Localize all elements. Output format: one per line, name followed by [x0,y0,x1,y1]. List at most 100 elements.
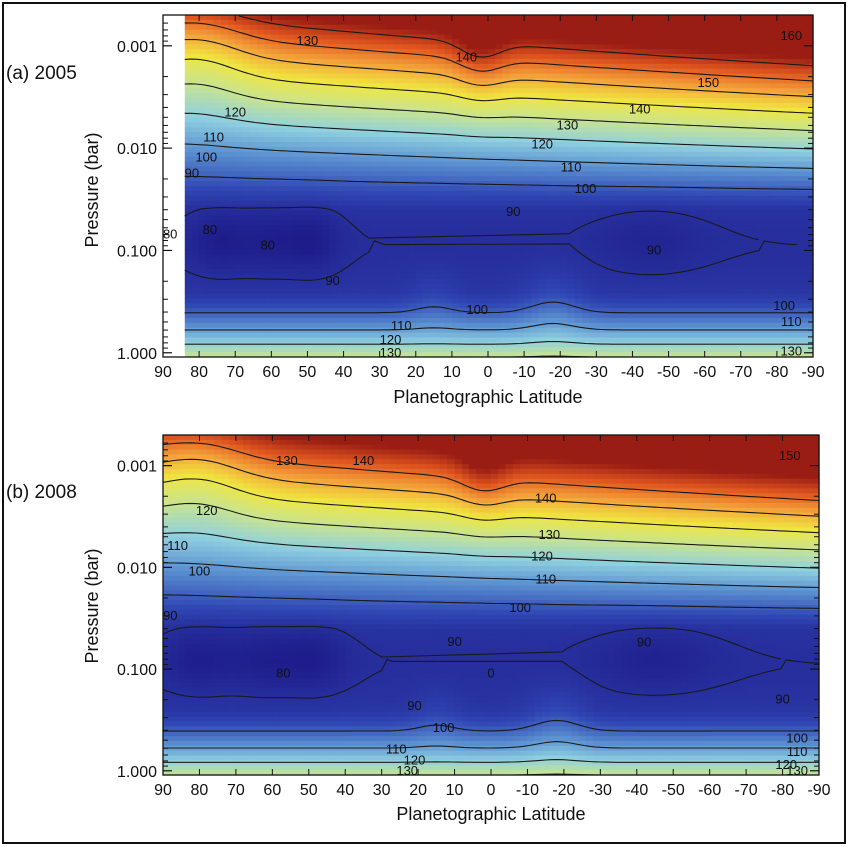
heatmap-cell [228,166,236,172]
heatmap-cell [430,269,439,275]
heatmap-cell [668,156,677,163]
heatmap-cell [235,107,244,114]
heatmap-cell [733,112,742,119]
heatmap-cell [675,259,684,265]
heatmap-cell [256,93,265,99]
heatmap-cell [329,58,337,65]
heatmap-cell [776,142,785,148]
heatmap-cell [488,88,496,94]
heatmap-cell [314,156,323,163]
heatmap-cell [473,49,482,55]
heatmap-cell [805,186,814,192]
heatmap-cell [423,39,431,45]
heatmap-cell [639,244,648,251]
heatmap-cell [495,161,504,168]
heatmap-cell [264,225,272,231]
heatmap-cell [213,234,222,241]
heatmap-cell [668,273,677,280]
heatmap-cell [603,161,612,168]
heatmap-cell [300,142,309,148]
heatmap-cell [206,288,215,295]
heatmap-cell [668,176,677,182]
heatmap-cell [726,176,735,182]
heatmap-cell [581,283,590,290]
heatmap-cell [401,24,410,31]
heatmap-cell [206,132,215,138]
heatmap-cell [415,220,424,226]
heatmap-cell [343,205,352,212]
heatmap-cell [350,24,359,31]
heatmap-cell [329,205,337,212]
heatmap-cell [242,151,251,158]
heatmap-cell [668,107,677,114]
heatmap-cell [726,34,735,41]
heatmap-cell [697,58,706,65]
heatmap-cell [372,142,381,148]
heatmap-cell [264,288,272,295]
heatmap-cell [394,166,402,172]
heatmap-cell [625,88,634,94]
heatmap-cell [423,29,431,36]
heatmap-cell [625,137,634,143]
heatmap-cell [394,181,402,187]
heatmap-cell [805,171,814,177]
heatmap-cell [589,34,597,41]
heatmap-cell [740,102,749,109]
heatmap-cell [762,288,771,295]
heatmap-cell [220,264,229,270]
heatmap-cell [524,142,532,148]
heatmap-cell [228,68,236,75]
heatmap-cell [603,205,612,212]
heatmap-cell [285,220,294,226]
heatmap-cell [690,132,699,138]
heatmap-cell [191,112,200,119]
heatmap-cell [451,68,460,75]
heatmap-cell [430,225,439,231]
heatmap-cell [264,210,272,216]
heatmap-cell [235,186,244,192]
heatmap-cell [553,264,561,270]
heatmap-cell [488,83,496,89]
heatmap-cell [755,171,764,177]
heatmap-cell [336,39,345,45]
heatmap-cell [711,249,720,255]
heatmap-cell [379,210,388,216]
heatmap-cell [762,269,771,275]
heatmap-cell [264,142,272,148]
heatmap-cell [719,122,727,128]
heatmap-cell [285,19,294,26]
heatmap-cell [748,210,756,216]
heatmap-cell [242,293,251,299]
heatmap-cell [415,54,424,60]
heatmap-cell [509,151,518,158]
heatmap-cell [805,288,814,295]
heatmap-cell [538,15,547,21]
heatmap-cell [459,254,467,260]
heatmap-cell [502,63,511,70]
heatmap-cell [690,44,699,50]
heatmap-cell [444,63,453,70]
heatmap-cell [480,44,489,50]
heatmap-cell [574,254,583,260]
heatmap-cell [278,34,287,41]
heatmap-cell [574,278,583,285]
heatmap-cell [264,63,272,70]
heatmap-cell [372,229,381,236]
heatmap-cell [430,15,439,21]
heatmap-cell [314,15,323,21]
heatmap-cell [719,181,727,187]
heatmap-cell [524,288,532,295]
heatmap-cell [329,239,337,246]
heatmap-cell [524,78,532,84]
heatmap-cell [372,54,381,60]
heatmap-cell [719,278,727,285]
heatmap-cell [769,254,778,260]
heatmap-cell [596,171,605,177]
heatmap-cell [603,83,612,89]
heatmap-cell [683,63,691,70]
heatmap-cell [235,63,244,70]
heatmap-cell [755,142,764,148]
heatmap-cell [581,29,590,36]
heatmap-cell [697,278,706,285]
heatmap-cell [683,200,691,207]
